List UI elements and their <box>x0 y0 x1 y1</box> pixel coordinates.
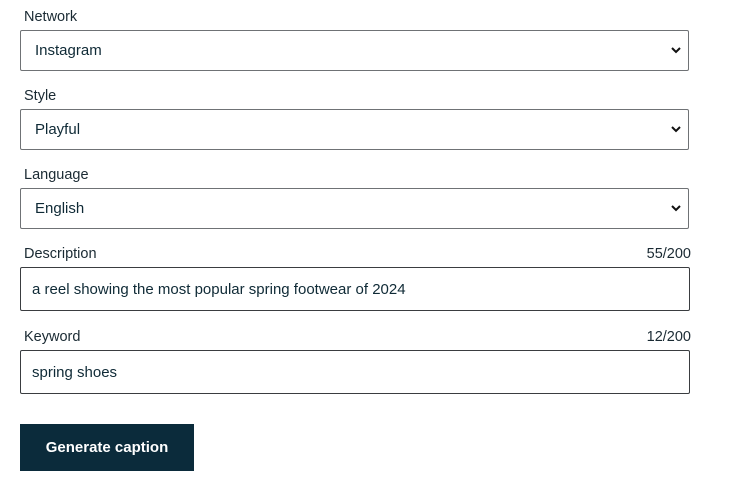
language-value: English <box>35 200 85 217</box>
language-label: Language <box>24 167 89 183</box>
keyword-counter: 12/200 <box>646 329 691 345</box>
description-counter: 55/200 <box>646 246 691 262</box>
style-value: Playful <box>35 121 81 138</box>
generate-caption-button[interactable]: Generate caption <box>20 424 194 471</box>
keyword-label: Keyword <box>24 329 81 345</box>
description-input[interactable]: a reel showing the most popular spring f… <box>20 267 690 311</box>
style-label: Style <box>24 88 57 104</box>
chevron-down-icon <box>671 205 681 212</box>
network-label: Network <box>24 9 78 25</box>
network-select[interactable]: Instagram <box>20 30 689 71</box>
description-label: Description <box>24 246 97 262</box>
chevron-down-icon <box>671 47 681 54</box>
style-select[interactable]: Playful <box>20 109 689 150</box>
keyword-value: spring shoes <box>32 364 118 381</box>
chevron-down-icon <box>671 126 681 133</box>
network-value: Instagram <box>35 42 102 59</box>
language-select[interactable]: English <box>20 188 689 229</box>
keyword-input[interactable]: spring shoes <box>20 350 690 394</box>
description-value: a reel showing the most popular spring f… <box>32 281 406 298</box>
